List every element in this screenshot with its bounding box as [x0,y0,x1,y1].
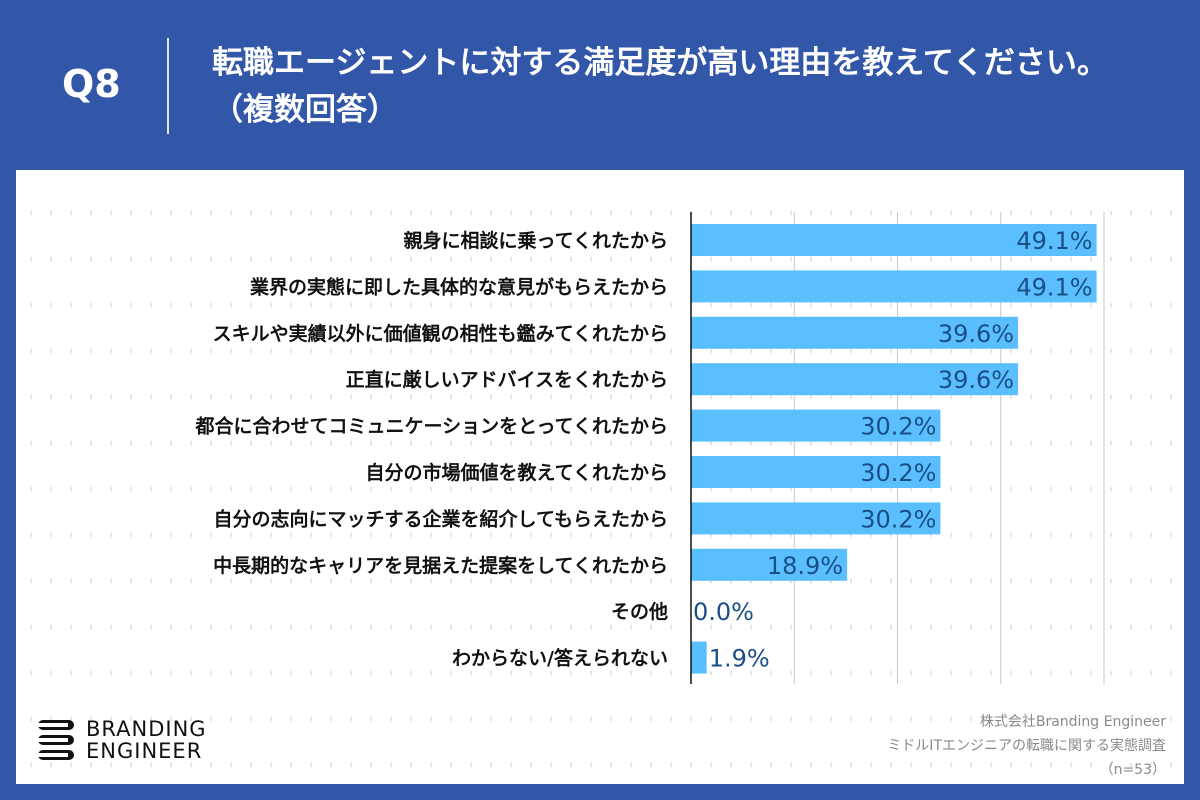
data-label: 30.2% [860,459,936,487]
category-label: 都合に合わせてコミュニケーションをとってくれたから [194,415,668,438]
category-label: その他 [611,600,668,623]
category-label: 正直に厳しいアドバイスをくれたから [346,368,668,391]
category-label: 親身に相談に乗ってくれたから [404,229,668,252]
bar [691,548,848,581]
question-number: Q8 [62,62,121,106]
credit-sample-size: （n=53） [1099,762,1166,778]
logo-text-line2: ENGINEER [86,739,203,763]
page-title: 転職エージェントに対する満足度が高い理由を教えてください。（複数回答） [212,45,1108,128]
bar [691,363,1019,396]
bar [691,270,1097,303]
bar [691,456,941,488]
category-label: スキルや実績以外に価値観の相性も鑑みてくれたから [213,322,668,345]
data-label: 1.9% [709,645,770,673]
category-label: 中長期的なキャリアを見据えた提案をしてくれたから [213,554,668,577]
data-label: 49.1% [1016,227,1092,255]
category-label: 業界の実態に即した具体的な意見がもらえたから [249,275,668,298]
chart-panel [16,170,1184,784]
logo-text-line1: BRANDING [86,717,207,741]
category-label: わからない/答えられない [452,647,668,670]
logo-icon [38,720,74,760]
credit-company: 株式会社Branding Engineer [979,714,1166,730]
header-divider [167,38,169,134]
data-label: 39.6% [938,320,1014,348]
bar [691,224,1097,256]
credit-survey: ミドルITエンジニアの転職に関する実態調査 [887,738,1166,754]
bar [691,409,941,442]
brand-logo: BRANDING ENGINEER [38,718,207,762]
bar [691,502,941,535]
bar [691,641,707,674]
data-label: 0.0% [693,598,754,626]
data-label: 30.2% [860,505,936,533]
category-label: 自分の志向にマッチする企業を紹介してもらえたから [214,507,668,530]
source-credit: 株式会社Branding Engineer ミドルITエンジニアの転職に関する実… [887,710,1166,782]
data-label: 30.2% [860,413,936,441]
category-label: 自分の市場価値を教えてくれたから [366,461,668,484]
data-label: 49.1% [1016,273,1092,301]
data-label: 18.9% [767,552,843,580]
data-label: 39.6% [938,366,1014,394]
bar [691,316,1019,349]
